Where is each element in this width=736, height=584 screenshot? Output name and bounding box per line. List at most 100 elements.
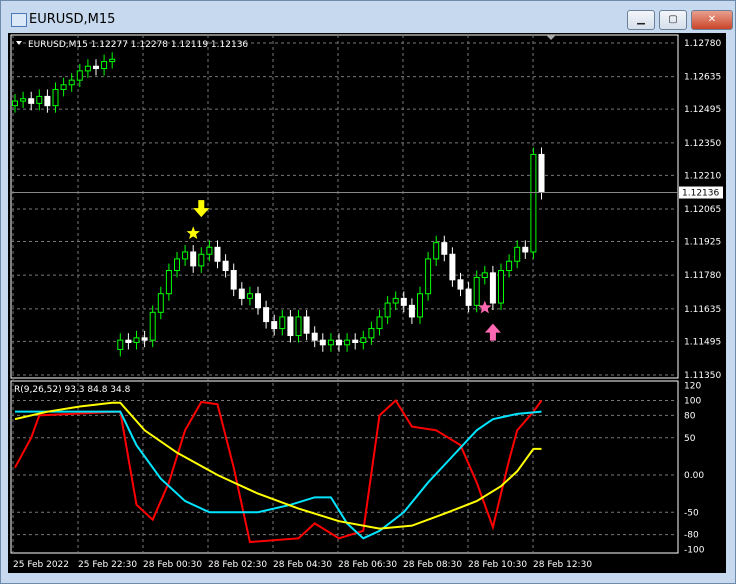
candle-body bbox=[344, 339, 351, 346]
close-button[interactable]: ✕ bbox=[691, 10, 733, 30]
candle-body bbox=[376, 316, 383, 330]
candle-body bbox=[287, 316, 294, 337]
time-axis-label: 28 Feb 04:30 bbox=[273, 560, 332, 570]
signal-star-icon bbox=[478, 300, 492, 314]
candle-body bbox=[68, 79, 75, 86]
candle-body bbox=[255, 293, 261, 309]
sell-arrow-icon bbox=[193, 200, 210, 218]
candle-body bbox=[84, 65, 91, 72]
price-tick-label: 1.12780 bbox=[684, 39, 721, 49]
candle-body bbox=[12, 100, 18, 107]
candle-body bbox=[400, 297, 407, 306]
collapse-triangle-icon bbox=[16, 41, 22, 45]
current-price-box bbox=[679, 186, 723, 199]
time-axis-label: 28 Feb 10:30 bbox=[468, 560, 527, 570]
candle-body bbox=[246, 293, 253, 299]
price-tick-label: 1.11350 bbox=[684, 371, 721, 381]
indicator-panel-border bbox=[10, 380, 679, 554]
candle-body bbox=[141, 337, 148, 341]
candle-body bbox=[408, 304, 415, 318]
signal-star-icon bbox=[186, 226, 200, 240]
candle-body bbox=[311, 332, 318, 341]
candle-body bbox=[214, 246, 221, 262]
indicator-line bbox=[15, 410, 542, 540]
candle-body bbox=[327, 339, 334, 346]
candle-body bbox=[417, 293, 423, 318]
app-icon bbox=[11, 13, 27, 27]
price-tick-label: 1.11495 bbox=[684, 337, 721, 347]
price-tick-label: 1.11925 bbox=[684, 238, 721, 248]
price-tick-label: 1.12210 bbox=[684, 171, 721, 181]
indicator-tick-label: 50 bbox=[684, 434, 696, 444]
candle-body bbox=[473, 276, 480, 306]
candle-body bbox=[392, 297, 399, 304]
candle-body bbox=[133, 337, 140, 343]
candle-body bbox=[206, 246, 213, 255]
candle-body bbox=[498, 270, 504, 304]
time-axis-label: 25 Feb 22:30 bbox=[78, 560, 137, 570]
candle-body bbox=[465, 288, 472, 306]
candle-body bbox=[198, 253, 205, 267]
indicator-tick-label: -50 bbox=[684, 508, 699, 518]
chart-header: EURUSD,M15 1.12277 1.12278 1.12119 1.121… bbox=[28, 40, 248, 50]
candle-body bbox=[109, 58, 116, 63]
candle-body bbox=[449, 253, 456, 281]
candle-body bbox=[20, 98, 27, 102]
candle-body bbox=[190, 251, 197, 267]
minimize-button[interactable]: ▁ bbox=[627, 10, 655, 30]
price-tick-label: 1.12065 bbox=[684, 205, 721, 215]
time-axis-label: 28 Feb 12:30 bbox=[533, 560, 592, 570]
candle-body bbox=[506, 260, 513, 272]
buy-arrow-icon bbox=[484, 323, 501, 341]
candle-body bbox=[530, 153, 537, 253]
candle-body bbox=[295, 316, 302, 337]
time-axis-label: 28 Feb 02:30 bbox=[208, 560, 267, 570]
candle-body bbox=[44, 95, 51, 107]
candle-body bbox=[303, 316, 310, 334]
candle-body bbox=[149, 311, 156, 341]
candle-body bbox=[279, 316, 286, 330]
maximize-button[interactable]: ▢ bbox=[659, 10, 687, 30]
indicator-tick-label: -100 bbox=[684, 546, 705, 556]
window-title: EURUSD,M15 bbox=[29, 12, 116, 27]
candle-body bbox=[336, 339, 342, 346]
indicator-line bbox=[14, 398, 543, 544]
candle-body bbox=[263, 307, 270, 323]
candle-body bbox=[174, 258, 180, 272]
candle-body bbox=[52, 88, 59, 107]
indicator-tick-label: -80 bbox=[684, 531, 699, 541]
candle-body bbox=[271, 321, 278, 330]
candle-body bbox=[457, 279, 464, 290]
candle-body bbox=[222, 260, 229, 272]
time-axis-label: 28 Feb 06:30 bbox=[338, 560, 397, 570]
price-tick-label: 1.12350 bbox=[684, 139, 721, 149]
candle-body bbox=[522, 246, 529, 253]
candle-body bbox=[319, 339, 326, 346]
time-axis-label: 28 Feb 00:30 bbox=[143, 560, 202, 570]
price-tick-label: 1.11780 bbox=[684, 271, 721, 281]
candle-body bbox=[360, 337, 367, 343]
indicator-tick-label: 80 bbox=[684, 411, 696, 421]
candle-body bbox=[125, 339, 132, 343]
candle-body bbox=[368, 328, 375, 339]
candle-body bbox=[433, 242, 440, 260]
indicator-label: R(9,26,52) 93.3 84.8 34.8 bbox=[14, 385, 131, 395]
candle-body bbox=[157, 293, 164, 313]
candle-body bbox=[352, 339, 359, 343]
candle-body bbox=[101, 61, 108, 70]
candle-body bbox=[230, 270, 237, 290]
candle-body bbox=[514, 246, 521, 262]
main-panel-border bbox=[10, 34, 679, 379]
candle-body bbox=[165, 270, 172, 295]
candle-body bbox=[93, 65, 99, 70]
candle-body bbox=[60, 84, 67, 90]
price-tick-label: 1.11635 bbox=[684, 305, 721, 315]
candle-body bbox=[384, 302, 391, 318]
candle-body bbox=[238, 288, 245, 299]
candle-body bbox=[441, 242, 448, 255]
price-tick-label: 1.12495 bbox=[684, 105, 721, 115]
indicator-tick-label: 100 bbox=[684, 397, 701, 407]
candle-body bbox=[489, 272, 496, 304]
time-axis-label: 28 Feb 08:30 bbox=[403, 560, 462, 570]
chart-area[interactable]: 1.12780 1.12635 1.12495 1.12350 1.12210 1.120… bbox=[8, 33, 726, 573]
